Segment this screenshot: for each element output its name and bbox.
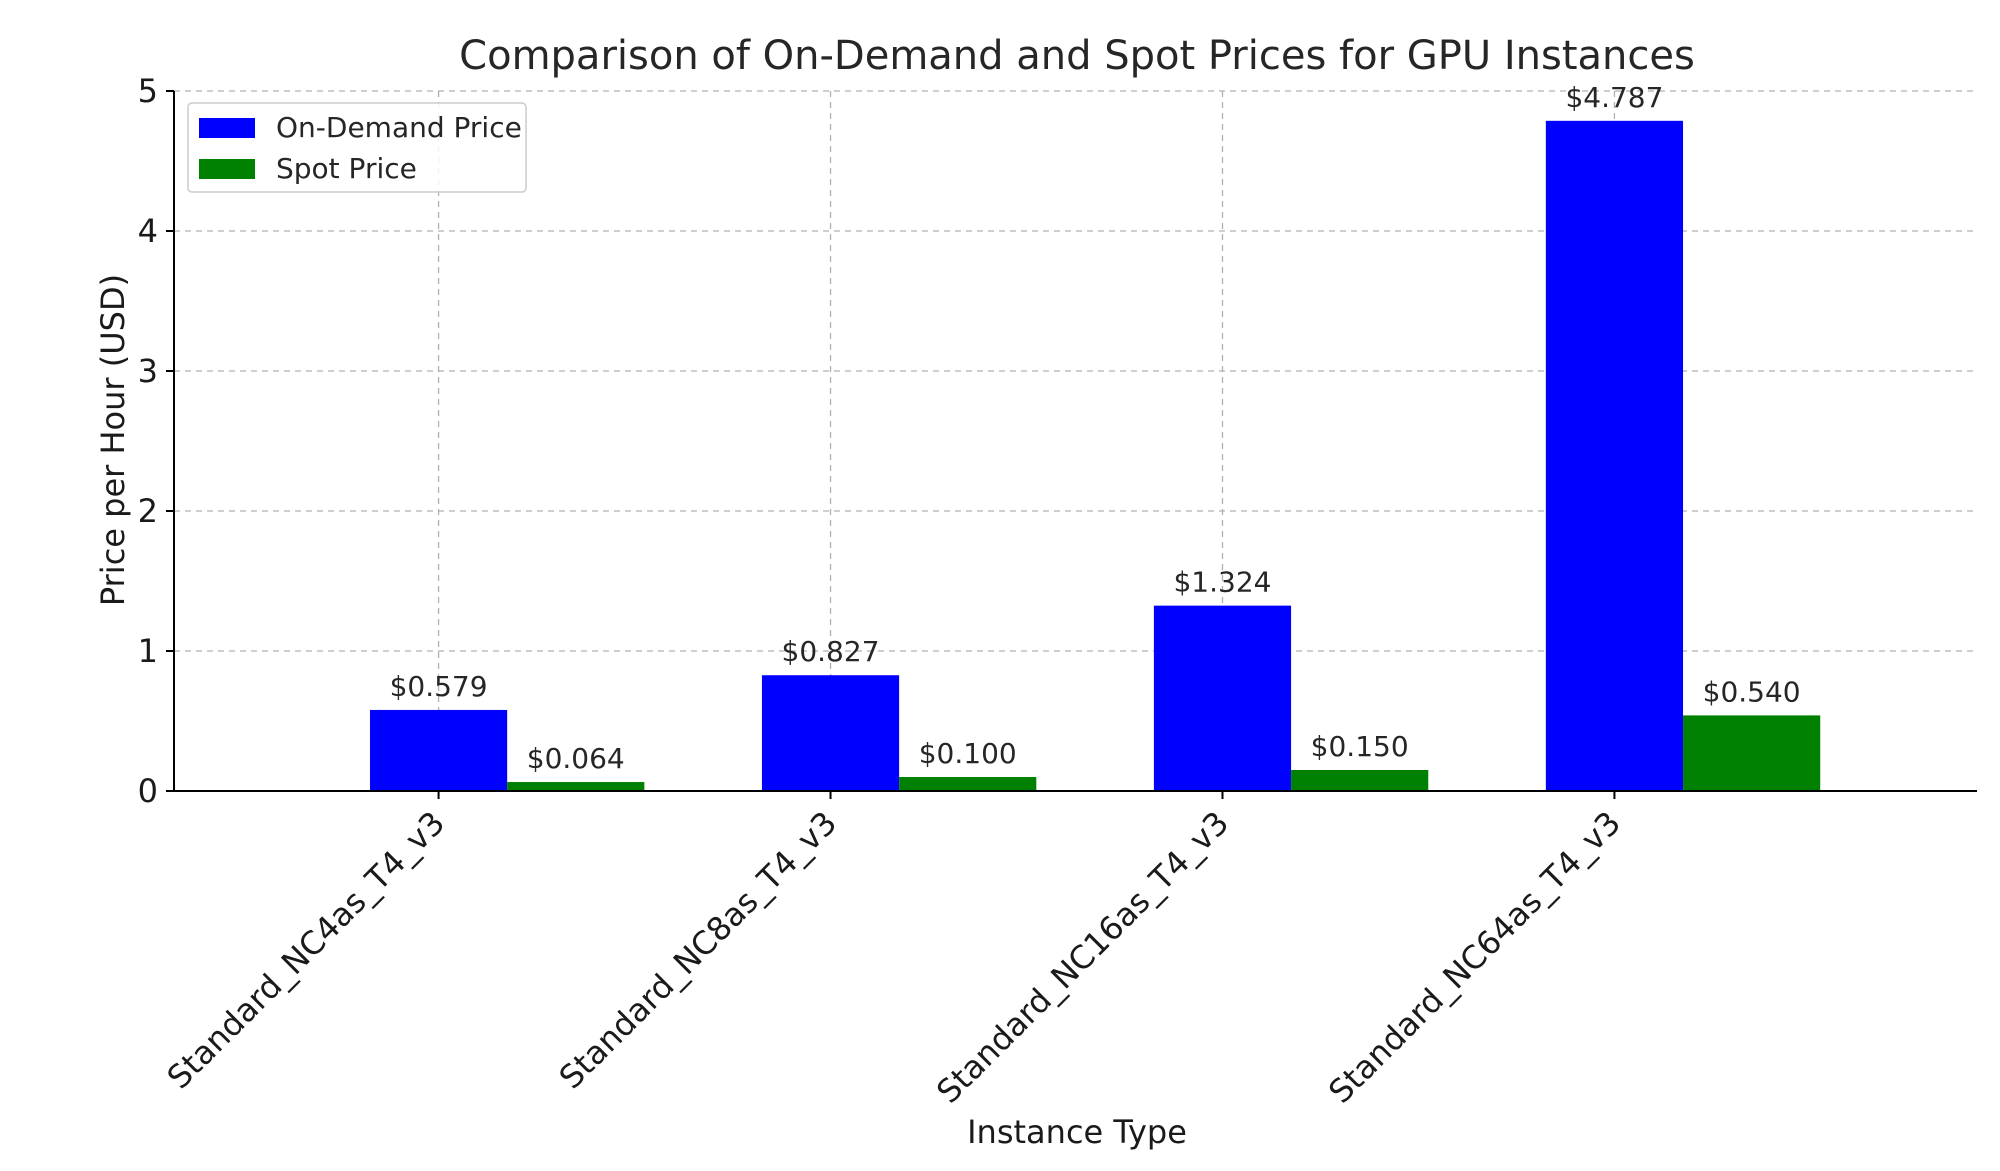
spot-bar: [507, 782, 645, 791]
on-demand-bar: [1153, 605, 1292, 791]
y-tick-label: 0: [138, 772, 158, 810]
x-tick-label: Standard_NC16as_T4_v3: [929, 804, 1236, 1111]
data-labels: $0.579 $0.827 $1.324 $4.787 $0.064 $0.100 $0.1…: [390, 81, 1801, 775]
bar-value-label: $0.827: [782, 635, 880, 668]
bar-value-label: $0.579: [390, 670, 488, 703]
spot-bar: [1683, 715, 1821, 791]
legend-label: Spot Price: [276, 152, 417, 185]
on-demand-bar: [369, 709, 508, 791]
bar-value-label: $1.324: [1173, 566, 1271, 599]
spot-bar: [899, 777, 1037, 791]
chart-title: Comparison of On-Demand and Spot Prices …: [459, 33, 1695, 79]
legend-swatch-on-demand: [199, 118, 255, 138]
bar-value-label: $0.064: [527, 742, 625, 775]
bar-value-label: $0.540: [1703, 675, 1801, 708]
x-tick-label: Standard_NC8as_T4_v3: [552, 804, 845, 1097]
bars: [369, 120, 1821, 791]
x-axis-label: Instance Type: [967, 1113, 1187, 1151]
y-tick-label: 1: [138, 632, 158, 670]
bar-value-label: $4.787: [1565, 81, 1663, 114]
x-tick-label: Standard_NC64as_T4_v3: [1321, 804, 1628, 1111]
y-tick-label: 4: [138, 212, 158, 250]
axes: 0 1 2 3 4 5 Standard_NC4as_T4_v3 Standard_NC8as…: [138, 72, 1977, 1111]
y-tick-label: 5: [138, 72, 158, 110]
spot-bar: [1291, 770, 1429, 791]
x-tick-label: Standard_NC4as_T4_v3: [160, 804, 453, 1097]
y-axis-label: Price per Hour (USD): [94, 274, 132, 606]
bar-value-label: $0.100: [919, 737, 1017, 770]
on-demand-bar: [1545, 120, 1684, 791]
y-tick-label: 3: [138, 352, 158, 390]
legend-swatch-spot: [199, 159, 255, 179]
legend-box: [187, 102, 527, 193]
bar-value-label: $0.150: [1311, 730, 1409, 763]
on-demand-bar: [761, 675, 900, 791]
legend: On-Demand Price Spot Price: [187, 102, 527, 193]
y-tick-label: 2: [138, 492, 158, 530]
legend-label: On-Demand Price: [276, 111, 522, 144]
